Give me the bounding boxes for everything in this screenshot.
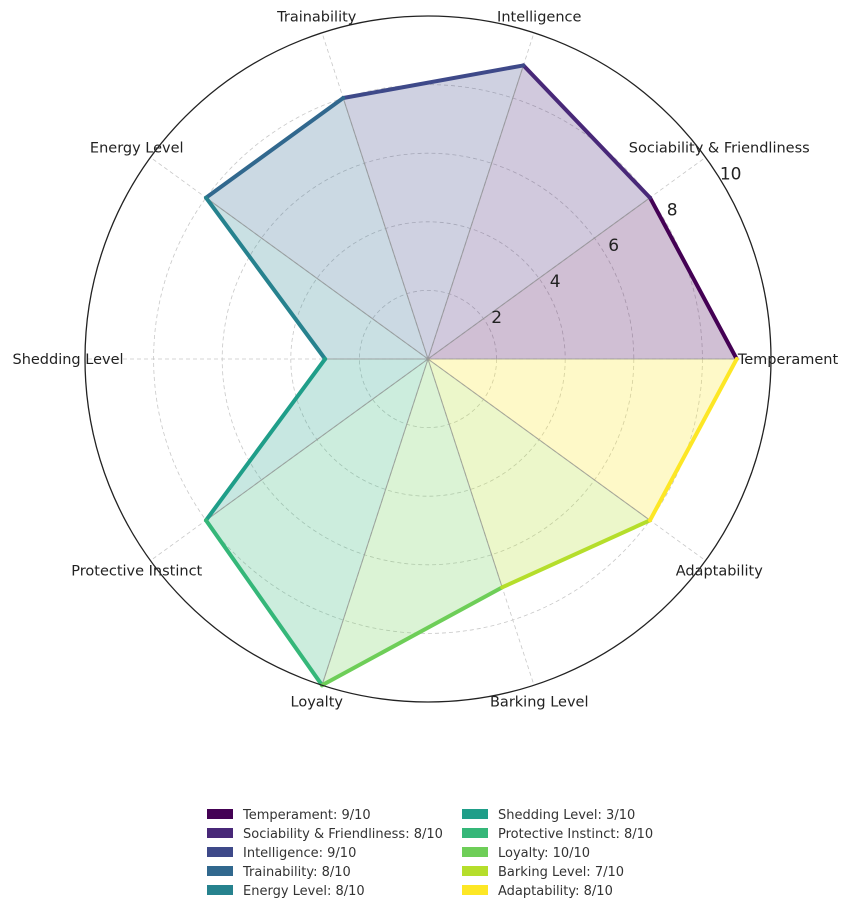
legend-swatch xyxy=(207,828,233,838)
legend-entry: Energy Level: 8/10 xyxy=(243,884,365,899)
legend-entry: Adaptability: 8/10 xyxy=(498,884,613,899)
radar-edge xyxy=(341,63,526,101)
radar-edge xyxy=(647,195,739,361)
category-label: Sociability & Friendliness xyxy=(629,140,810,156)
legend-swatch xyxy=(207,809,233,819)
radial-tick-label: 10 xyxy=(720,165,742,185)
legend-swatch xyxy=(462,809,488,819)
legend-swatch xyxy=(462,885,488,895)
category-label: Adaptability xyxy=(676,564,764,580)
category-label: Energy Level xyxy=(90,140,184,156)
radial-tick-label: 6 xyxy=(608,236,619,256)
category-label: Loyalty xyxy=(291,694,344,710)
radar-edge xyxy=(204,96,346,200)
radial-tick-label: 4 xyxy=(550,272,561,292)
outer-circle xyxy=(84,15,772,703)
legend-entry: Sociability & Friendliness: 8/10 xyxy=(243,827,443,842)
legend-entry: Barking Level: 7/10 xyxy=(498,865,624,880)
legend-entry: Trainability: 8/10 xyxy=(242,865,351,880)
legend-entry: Shedding Level: 3/10 xyxy=(498,808,635,823)
radar-edge xyxy=(204,518,325,688)
radial-tick-label: 8 xyxy=(667,200,678,220)
legend: Temperament: 9/10 Sociability & Friendlin… xyxy=(207,808,653,899)
radar-edge xyxy=(500,518,652,590)
category-label: Shedding Level xyxy=(12,352,123,368)
radar-edge xyxy=(204,195,328,361)
radar-edge xyxy=(521,63,652,200)
category-label: Protective Instinct xyxy=(71,564,202,580)
category-label: Barking Level xyxy=(490,694,589,710)
radar-edge xyxy=(647,357,739,523)
legend-swatch xyxy=(207,847,233,857)
legend-entry: Intelligence: 9/10 xyxy=(243,846,356,861)
category-label: Intelligence xyxy=(497,10,581,26)
legend-entry: Temperament: 9/10 xyxy=(242,808,371,823)
legend-swatch xyxy=(462,828,488,838)
legend-entry: Loyalty: 10/10 xyxy=(498,846,590,861)
radial-tick-label: 2 xyxy=(491,308,502,328)
category-label: Temperament xyxy=(737,352,839,368)
radar-edge xyxy=(320,585,505,688)
legend-swatch xyxy=(462,847,488,857)
legend-swatch xyxy=(462,866,488,876)
category-label: Trainability xyxy=(276,10,357,26)
legend-swatch xyxy=(207,885,233,895)
radar-edge xyxy=(204,357,328,523)
legend-swatch xyxy=(207,866,233,876)
legend-entry: Protective Instinct: 8/10 xyxy=(498,827,653,842)
